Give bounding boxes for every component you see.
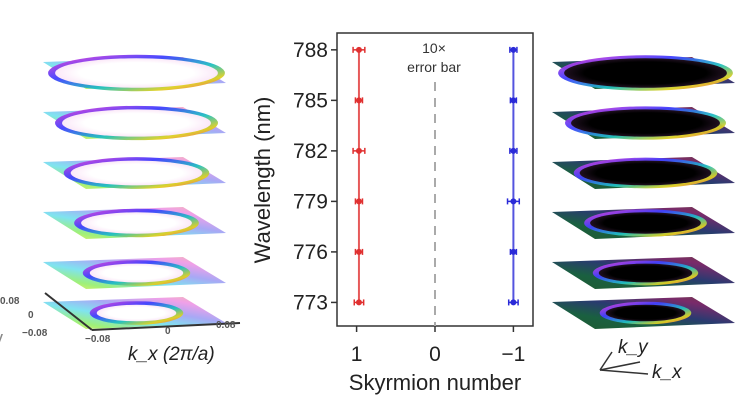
left-momentum-space-stack	[43, 54, 226, 329]
y-axis-label: Wavelength (nm)	[250, 97, 275, 264]
kx-label: k_x	[652, 362, 683, 383]
marker	[510, 299, 517, 306]
y-tick-label: 779	[293, 190, 328, 213]
skyrmion-chart: 10× error bar Wavelength (nm) Skyrmion n…	[250, 32, 534, 395]
ky-label: k_y	[618, 337, 649, 358]
right-momentum-space-stack	[552, 55, 735, 329]
kx-tick: 0.08	[216, 320, 236, 331]
momentum-layer	[43, 54, 226, 92]
marker	[510, 147, 517, 154]
marker	[355, 97, 362, 104]
data-point	[509, 147, 518, 154]
data-point	[352, 46, 366, 53]
data-point	[509, 248, 518, 255]
momentum-layer	[552, 207, 735, 239]
marker	[510, 248, 517, 255]
momentum-layer	[43, 207, 226, 239]
momentum-layer	[552, 257, 735, 289]
left-axes: 0.08 0 −0.08 −0.08 0 0.08 y k_x (2π/a)	[0, 292, 241, 365]
data-point	[354, 97, 364, 104]
data-point	[509, 46, 518, 53]
marker	[355, 147, 362, 154]
marker	[510, 198, 517, 205]
data-point	[352, 147, 366, 154]
momentum-layer	[43, 157, 226, 189]
marker	[510, 97, 517, 104]
ky-tick: 0	[28, 310, 34, 321]
right-axes-indicator: k_y k_x	[599, 337, 683, 383]
x-tick-label: 0	[429, 343, 441, 366]
y-tick-label: 788	[293, 39, 328, 62]
kx-axis-label: k_x (2π/a)	[128, 344, 215, 365]
y-tick-label: 773	[293, 291, 328, 314]
x-tick-label: 1	[351, 343, 363, 366]
marker	[355, 299, 362, 306]
momentum-layer	[552, 55, 735, 91]
annotation-line-1: 10×	[422, 40, 446, 56]
momentum-layer	[43, 297, 226, 329]
data-point	[354, 248, 364, 255]
data-point	[506, 198, 521, 205]
marker	[355, 46, 362, 53]
kx-tick: −0.08	[85, 334, 111, 345]
marker	[355, 248, 362, 255]
ky-label-cut: y	[0, 328, 3, 348]
y-tick-label: 782	[293, 140, 328, 163]
ky-tick: −0.08	[22, 328, 48, 339]
marker	[510, 46, 517, 53]
annotation-line-2: error bar	[407, 59, 461, 75]
x-tick-label: −1	[501, 343, 525, 366]
y-tick-label: 785	[293, 89, 328, 112]
momentum-layer	[552, 106, 735, 140]
y-tick-label: 776	[293, 241, 328, 264]
marker	[355, 198, 362, 205]
momentum-layer	[552, 297, 735, 329]
data-point	[509, 97, 518, 104]
data-point	[354, 198, 364, 205]
kx-tick: 0	[165, 326, 171, 337]
momentum-layer	[43, 105, 226, 141]
momentum-layer	[552, 157, 735, 189]
ky-tick: 0.08	[0, 296, 20, 307]
data-point	[353, 299, 365, 306]
data-point	[507, 299, 519, 306]
momentum-layer	[43, 257, 226, 289]
x-axis-label: Skyrmion number	[349, 370, 521, 395]
